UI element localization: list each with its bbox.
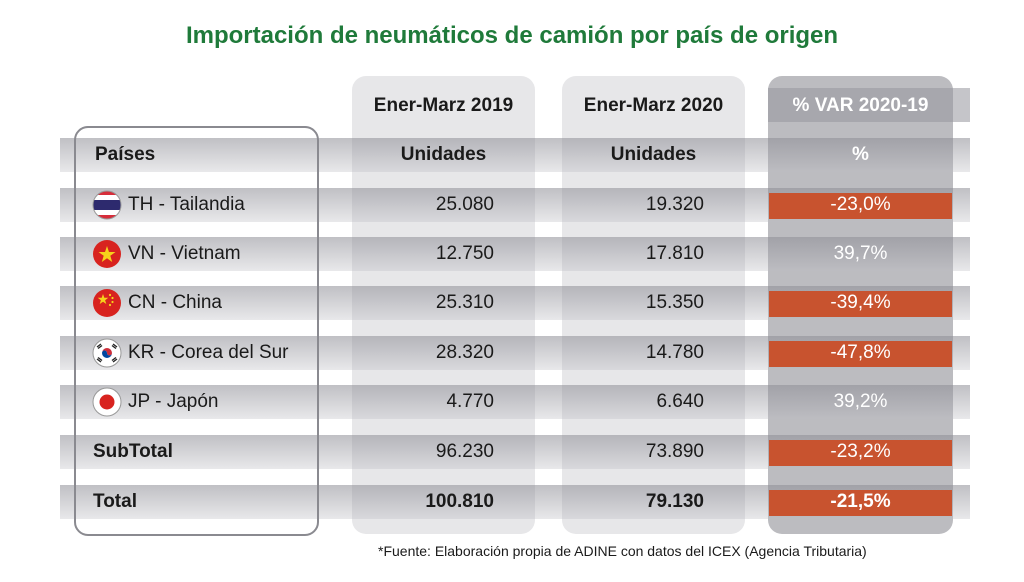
china-flag-icon (92, 288, 122, 318)
country-cell: CN - China (92, 286, 322, 320)
row-band (60, 237, 970, 271)
negative-highlight (769, 440, 952, 466)
header-band (60, 138, 970, 172)
japan-flag-icon (92, 387, 122, 417)
country-name: CN - China (128, 292, 222, 313)
value-2019: 4.770 (446, 391, 494, 412)
variation-value: -23,0% (830, 194, 891, 215)
variation-value: -47,8% (830, 342, 891, 363)
value-2019: 25.080 (435, 194, 494, 215)
header-percent: % (852, 144, 869, 165)
table-header-row: Países Unidades Unidades % (0, 138, 1024, 172)
variation-value: -39,4% (830, 292, 891, 313)
negative-highlight (769, 490, 952, 516)
value-2019: 12.750 (435, 243, 494, 264)
variation-value: -21,5% (830, 491, 891, 512)
header-countries: Países (95, 144, 156, 165)
country-cell: TH - Tailandia (92, 188, 322, 222)
variation-header-band (768, 88, 970, 122)
total-row: Total 100.810 79.130 -21,5% (0, 485, 1024, 519)
table-row: CN - China 25.310 15.350 -39,4% (0, 286, 1024, 320)
variation-value: 39,2% (833, 391, 888, 412)
value-2020: 79.130 (645, 491, 704, 512)
country-name: TH - Tailandia (128, 194, 245, 215)
table-row: VN - Vietnam 12.750 17.810 39,7% (0, 237, 1024, 271)
period-header-variation: % VAR 2020-19 (792, 95, 929, 116)
variation-value: 39,7% (833, 243, 888, 264)
vietnam-flag-icon (92, 239, 122, 269)
country-name: KR - Corea del Sur (128, 342, 289, 363)
country-cell: KR - Corea del Sur (92, 336, 322, 370)
total-label: Total (93, 491, 137, 512)
value-2019: 96.230 (435, 441, 494, 462)
value-2019: 28.320 (435, 342, 494, 363)
country-name: VN - Vietnam (128, 243, 241, 264)
chart-title: Importación de neumáticos de camión por … (185, 22, 839, 49)
footnote: *Fuente: Elaboración propia de ADINE con… (378, 543, 867, 559)
country-name: JP - Japón (128, 391, 219, 412)
south-korea-flag-icon (92, 338, 122, 368)
table-row: TH - Tailandia 25.080 19.320 -23,0% (0, 188, 1024, 222)
value-2020: 19.320 (645, 194, 704, 215)
header-units-2020: Unidades (610, 144, 697, 165)
negative-highlight (769, 291, 952, 317)
subtotal-label: SubTotal (93, 441, 173, 462)
country-cell: JP - Japón (92, 385, 322, 419)
value-2020: 17.810 (645, 243, 704, 264)
value-2020: 6.640 (656, 391, 704, 412)
value-2020: 14.780 (645, 342, 704, 363)
country-cell: VN - Vietnam (92, 237, 322, 271)
value-2020: 73.890 (645, 441, 704, 462)
subtotal-row: SubTotal 96.230 73.890 -23,2% (0, 435, 1024, 469)
table-row: KR - Corea del Sur 28.320 14.780 -47,8% (0, 336, 1024, 370)
period-header-2019: Ener-Marz 2019 (373, 95, 514, 116)
thailand-flag-icon (92, 190, 122, 220)
period-header-2020: Ener-Marz 2020 (583, 95, 724, 116)
country-column-frame (74, 126, 319, 536)
variation-value: -23,2% (830, 441, 891, 462)
value-2019: 25.310 (435, 292, 494, 313)
header-units-2019: Unidades (400, 144, 487, 165)
table-row: JP - Japón 4.770 6.640 39,2% (0, 385, 1024, 419)
negative-highlight (769, 193, 952, 219)
value-2020: 15.350 (645, 292, 704, 313)
value-2019: 100.810 (425, 491, 494, 512)
row-band (60, 385, 970, 419)
negative-highlight (769, 341, 952, 367)
